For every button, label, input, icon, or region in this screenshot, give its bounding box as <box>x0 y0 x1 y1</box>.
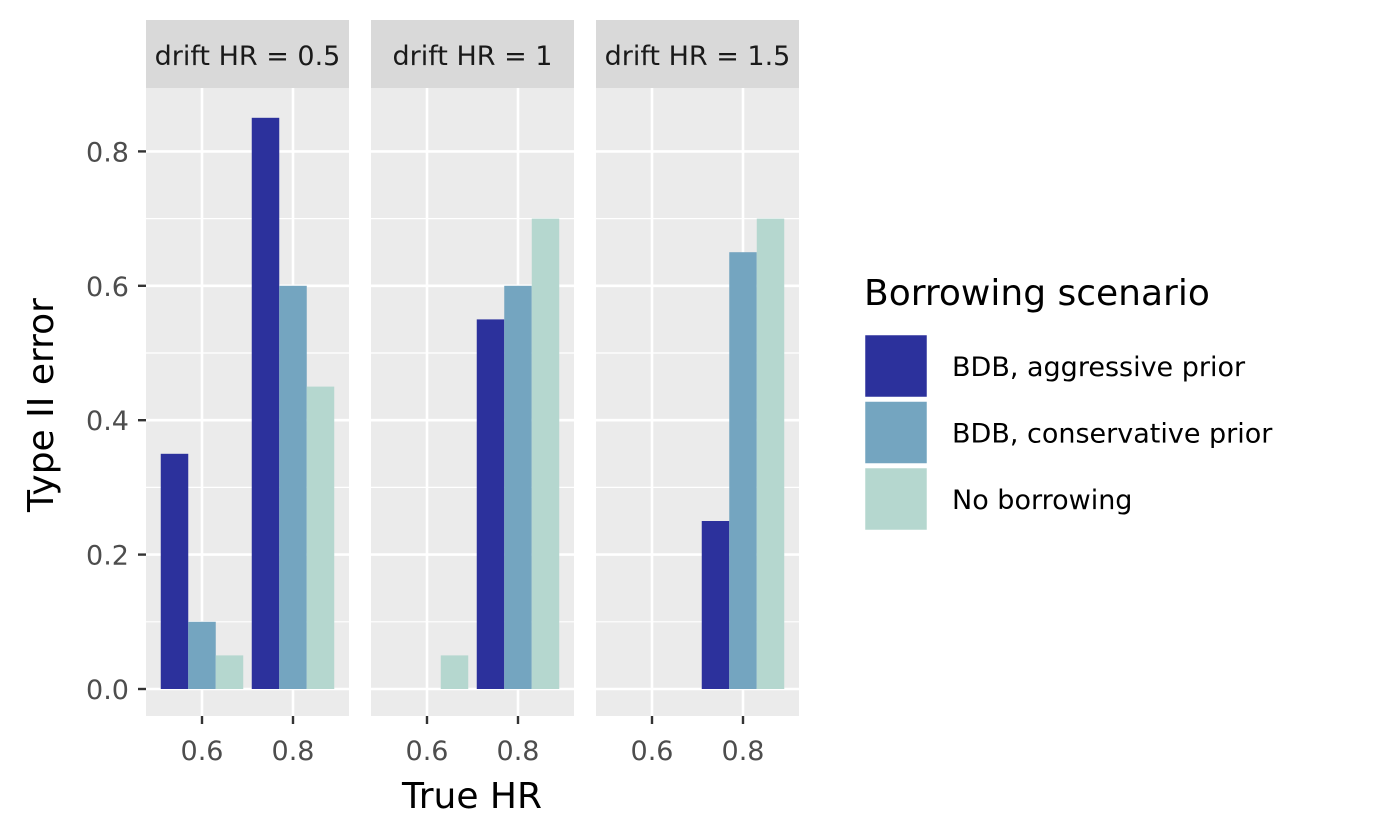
bar <box>188 621 216 689</box>
facet-panel: drift HR = 0.5 0.6 0.8 <box>146 20 349 767</box>
legend-item: BDB, conservative prior <box>862 399 1273 466</box>
bar <box>701 521 730 689</box>
y-tick-label: 0.4 <box>86 406 129 437</box>
x-tick-label: 0.8 <box>272 736 315 767</box>
facet-strip <box>371 20 574 88</box>
x-tick-label: 0.8 <box>722 736 765 767</box>
bar <box>476 319 505 689</box>
x-tick-label: 0.6 <box>181 736 224 767</box>
bar <box>306 386 335 689</box>
bar <box>251 117 280 690</box>
y-tick-label: 0.0 <box>86 675 129 706</box>
legend-label: BDB, aggressive prior <box>952 352 1246 383</box>
y-axis: 0.0 0.2 0.4 0.6 0.8 <box>86 137 146 706</box>
bar <box>729 252 757 689</box>
legend-swatch <box>862 399 930 466</box>
facet-strip-label: drift HR = 0.5 <box>155 41 341 72</box>
legend-label: BDB, conservative prior <box>952 419 1273 450</box>
bar <box>531 218 560 689</box>
bar <box>756 218 785 689</box>
facet-strip-label: drift HR = 1 <box>393 41 553 72</box>
legend-item: BDB, aggressive prior <box>862 332 1246 400</box>
bar <box>504 285 532 689</box>
facet-panel: drift HR = 1 0.6 0.8 <box>371 20 574 767</box>
facet-strip-label: drift HR = 1.5 <box>605 41 791 72</box>
x-axis-title: True HR <box>401 776 542 817</box>
bar <box>440 655 469 689</box>
x-tick-label: 0.6 <box>406 736 449 767</box>
y-tick-label: 0.8 <box>86 137 129 168</box>
legend-item: No borrowing <box>862 465 1132 533</box>
x-tick-label: 0.8 <box>497 736 540 767</box>
bar <box>279 285 307 689</box>
y-tick-label: 0.2 <box>86 541 129 572</box>
y-axis-title: Type II error <box>21 298 62 513</box>
y-tick-label: 0.6 <box>86 272 129 303</box>
facet-strip <box>596 20 799 88</box>
legend-label: No borrowing <box>952 485 1132 516</box>
facet-strip <box>146 20 349 88</box>
legend-swatch <box>862 332 930 400</box>
legend: Borrowing scenario BDB, aggressive prior B… <box>862 273 1273 533</box>
legend-title: Borrowing scenario <box>864 273 1210 314</box>
x-tick-label: 0.6 <box>631 736 674 767</box>
bar <box>215 655 244 689</box>
facet-panel: drift HR = 1.5 0.6 0.8 <box>596 20 799 767</box>
bar <box>160 453 189 689</box>
legend-swatch <box>862 465 930 533</box>
